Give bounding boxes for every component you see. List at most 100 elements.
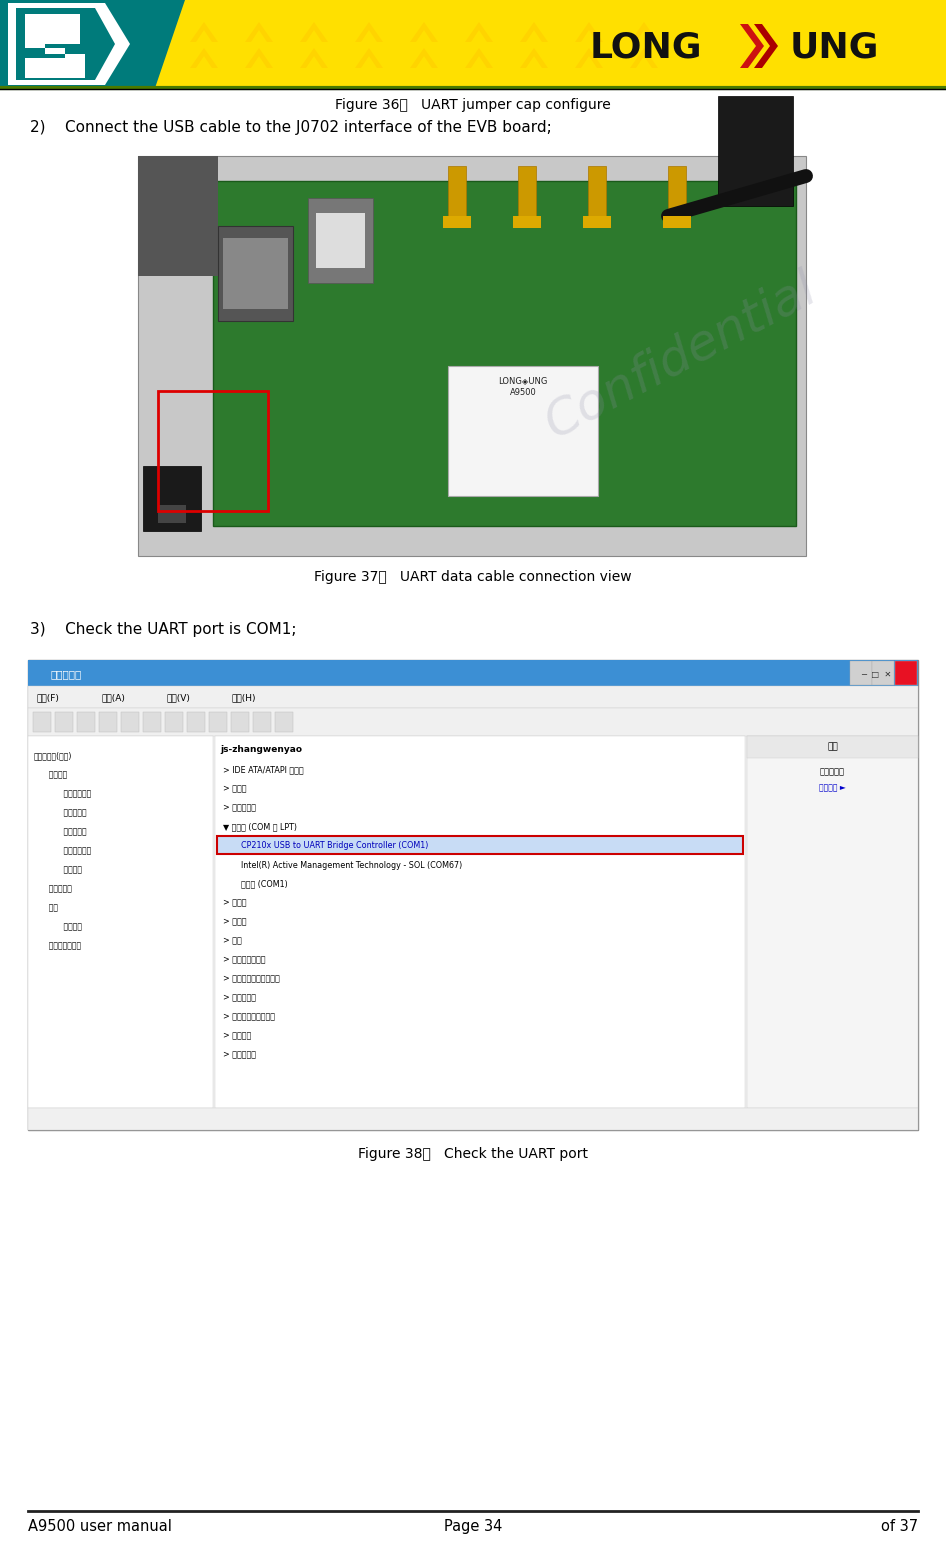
Text: 性能日志: 性能日志	[54, 866, 82, 875]
Polygon shape	[740, 23, 764, 69]
Text: 2)    Connect the USB cable to the J0702 interface of the EVB board;: 2) Connect the USB cable to the J0702 in…	[30, 120, 552, 134]
Polygon shape	[575, 48, 603, 69]
Bar	[895, 661, 917, 685]
Text: > 监视器: > 监视器	[223, 917, 247, 927]
Bar	[747, 736, 918, 758]
Bar	[443, 216, 471, 228]
Bar	[231, 713, 249, 731]
Text: ─  □  ✕: ─ □ ✕	[861, 669, 891, 678]
Bar	[99, 713, 117, 731]
Bar	[28, 736, 213, 1108]
Text: of 37: of 37	[881, 1519, 918, 1533]
Text: 事件查看器: 事件查看器	[54, 808, 87, 817]
Bar	[218, 227, 293, 320]
Bar	[308, 199, 373, 283]
Polygon shape	[8, 3, 130, 84]
Bar	[28, 660, 918, 686]
Text: 操作(A): 操作(A)	[101, 694, 125, 702]
Text: Figure 37：   UART data cable connection view: Figure 37： UART data cable connection vi…	[314, 570, 632, 585]
Text: 系统工具: 系统工具	[44, 771, 67, 780]
Text: 服务和应用程序: 服务和应用程序	[44, 941, 81, 950]
Bar	[138, 156, 218, 277]
Text: LONG◈UNG: LONG◈UNG	[499, 377, 548, 384]
Bar	[77, 713, 95, 731]
Bar	[55, 713, 73, 731]
Text: 计算机管理(本地): 计算机管理(本地)	[34, 752, 73, 761]
Polygon shape	[300, 48, 328, 69]
Text: 本地用户和组: 本地用户和组	[54, 847, 91, 855]
Text: 存储: 存储	[44, 903, 58, 913]
Text: > 通用串行总线控制器: > 通用串行总线控制器	[223, 1013, 275, 1022]
Bar	[33, 713, 51, 731]
Text: LONG: LONG	[590, 31, 703, 66]
Bar	[747, 736, 918, 1108]
Text: 查看(V): 查看(V)	[166, 694, 190, 702]
Bar	[0, 0, 946, 88]
Text: 磁盘管理: 磁盘管理	[54, 922, 82, 932]
Polygon shape	[410, 22, 438, 42]
Bar	[663, 216, 691, 228]
Text: > 音频视频和游戏控制器: > 音频视频和游戏控制器	[223, 974, 280, 983]
Polygon shape	[190, 48, 218, 69]
Bar	[165, 713, 183, 731]
Polygon shape	[25, 14, 85, 78]
Bar	[209, 713, 227, 731]
Polygon shape	[16, 8, 115, 80]
Polygon shape	[300, 22, 328, 42]
Polygon shape	[410, 48, 438, 69]
Polygon shape	[630, 22, 658, 42]
Bar	[583, 216, 611, 228]
Bar	[28, 660, 918, 1130]
Text: UNG: UNG	[790, 31, 880, 66]
Text: 运行中 (COM1): 运行中 (COM1)	[241, 880, 288, 888]
Polygon shape	[630, 48, 658, 69]
Bar	[718, 95, 793, 206]
Bar	[588, 166, 606, 220]
Bar	[223, 238, 288, 309]
Text: CP210x USB to UART Bridge Controller (COM1): CP210x USB to UART Bridge Controller (CO…	[241, 841, 429, 850]
Bar	[158, 391, 268, 511]
Text: 操作: 操作	[827, 742, 838, 752]
Text: 设备管理器: 设备管理器	[44, 885, 72, 894]
Polygon shape	[355, 48, 383, 69]
Text: > 键盘: > 键盘	[223, 936, 242, 946]
Bar	[138, 156, 806, 556]
Polygon shape	[245, 48, 273, 69]
Text: ▼ 运行中 (COM 和 LPT): ▼ 运行中 (COM 和 LPT)	[223, 822, 297, 832]
Text: > 人体学输入设备: > 人体学输入设备	[223, 955, 266, 964]
Polygon shape	[575, 22, 603, 42]
Bar	[28, 686, 918, 708]
Bar	[28, 708, 918, 736]
Bar	[850, 661, 872, 685]
Text: 3)    Check the UART port is COM1;: 3) Check the UART port is COM1;	[30, 622, 296, 638]
Bar	[158, 505, 186, 524]
Bar	[872, 661, 894, 685]
Text: > IDE ATA/ATAPI 控制器: > IDE ATA/ATAPI 控制器	[223, 766, 304, 775]
Bar	[213, 181, 796, 527]
Polygon shape	[754, 23, 778, 69]
Text: Intel(R) Active Management Technology - SOL (COM67): Intel(R) Active Management Technology - …	[241, 861, 463, 869]
Bar	[513, 216, 541, 228]
Bar	[316, 213, 365, 267]
Text: > 显示适配器: > 显示适配器	[223, 1050, 256, 1060]
Text: 文件(F): 文件(F)	[36, 694, 59, 702]
Bar	[143, 713, 161, 731]
Bar	[253, 713, 271, 731]
Text: 任务计划程序: 任务计划程序	[54, 789, 91, 799]
Bar	[143, 466, 201, 531]
Text: Figure 36：   UART jumper cap configure: Figure 36： UART jumper cap configure	[335, 98, 611, 113]
Text: > 计算机: > 计算机	[223, 899, 247, 908]
Bar	[668, 166, 686, 220]
Text: > 磁盘驱动器: > 磁盘驱动器	[223, 803, 256, 813]
Polygon shape	[520, 48, 548, 69]
Text: > 系统设备: > 系统设备	[223, 1032, 252, 1041]
Polygon shape	[520, 22, 548, 42]
Text: Page 34: Page 34	[444, 1519, 502, 1533]
Bar	[448, 366, 598, 495]
Text: 帮助(H): 帮助(H)	[231, 694, 255, 702]
Polygon shape	[355, 22, 383, 42]
Text: 更多操作 ►: 更多操作 ►	[819, 783, 846, 792]
Bar	[121, 713, 139, 731]
Text: Confidential: Confidential	[537, 264, 825, 449]
Text: js-zhangwenyao: js-zhangwenyao	[220, 746, 302, 755]
